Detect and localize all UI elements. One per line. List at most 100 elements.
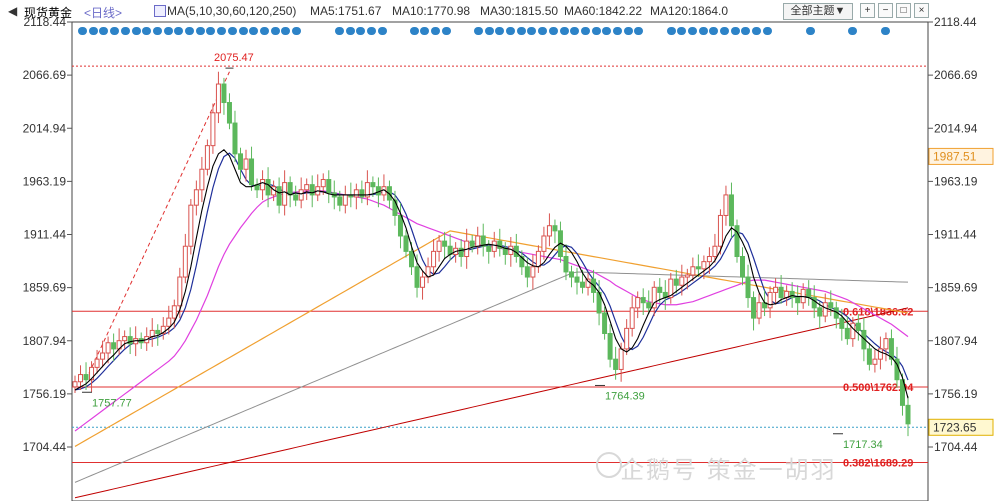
- period-dot[interactable]: [366, 27, 376, 35]
- period-dot[interactable]: [409, 27, 419, 35]
- fib-level-label: 0.618\1836.62: [843, 306, 913, 318]
- period-dot[interactable]: [527, 27, 537, 35]
- period-dot[interactable]: [484, 27, 494, 35]
- candle-body: [607, 333, 613, 360]
- period-dot[interactable]: [580, 27, 590, 35]
- candle-body: [883, 338, 889, 350]
- period-label[interactable]: <日线>: [84, 6, 123, 20]
- minus-icon[interactable]: −: [878, 3, 893, 18]
- candle-body: [574, 276, 580, 283]
- add-icon[interactable]: +: [860, 3, 875, 18]
- candle-body: [403, 235, 409, 252]
- period-dot[interactable]: [538, 27, 548, 35]
- period-dot[interactable]: [99, 27, 109, 35]
- period-dot[interactable]: [441, 27, 451, 35]
- period-dot[interactable]: [805, 27, 815, 35]
- period-dot[interactable]: [709, 27, 719, 35]
- period-dot[interactable]: [570, 27, 580, 35]
- period-dot[interactable]: [741, 27, 751, 35]
- candle-body: [166, 317, 172, 327]
- period-dot[interactable]: [163, 27, 173, 35]
- period-dot[interactable]: [762, 27, 772, 35]
- y-tick-label-right: 1963.19: [934, 174, 978, 188]
- candle-body: [304, 184, 310, 191]
- left-arrow-icon[interactable]: ◀: [8, 4, 18, 18]
- theme-dropdown[interactable]: 全部主题▼: [783, 3, 853, 20]
- period-dot[interactable]: [227, 27, 237, 35]
- period-dot[interactable]: [506, 27, 515, 35]
- period-dot[interactable]: [334, 27, 344, 35]
- period-dot[interactable]: [677, 27, 687, 35]
- period-dot[interactable]: [238, 27, 248, 35]
- y-tick-label-right: 1911.44: [934, 228, 977, 242]
- candle-body: [855, 322, 861, 331]
- period-dot[interactable]: [356, 27, 366, 35]
- ma60-value: MA60:1842.22: [564, 4, 643, 18]
- period-dot[interactable]: [623, 27, 633, 35]
- candle-body: [706, 256, 712, 263]
- period-dot[interactable]: [880, 27, 890, 35]
- candle-body: [712, 245, 718, 258]
- candle-body: [293, 194, 299, 201]
- period-dot[interactable]: [559, 27, 569, 35]
- period-dot[interactable]: [516, 27, 526, 35]
- period-dot[interactable]: [185, 27, 194, 35]
- high-price-label: 2075.47: [214, 52, 254, 64]
- period-dot[interactable]: [591, 27, 601, 35]
- period-dot[interactable]: [131, 27, 141, 35]
- period-dot[interactable]: [174, 27, 184, 35]
- candle-body: [877, 348, 883, 360]
- period-dot[interactable]: [431, 27, 441, 35]
- period-dot[interactable]: [752, 27, 762, 35]
- candle-body: [122, 336, 128, 342]
- period-dot[interactable]: [420, 27, 430, 35]
- period-dot[interactable]: [720, 27, 729, 35]
- period-dot[interactable]: [249, 27, 259, 35]
- period-dot[interactable]: [110, 27, 120, 35]
- y-tick-label-left: 1911.44: [24, 228, 67, 242]
- period-dot[interactable]: [698, 27, 708, 35]
- period-dot[interactable]: [142, 27, 152, 35]
- candle-body: [541, 235, 547, 252]
- period-dot[interactable]: [281, 27, 291, 35]
- period-dot[interactable]: [730, 27, 740, 35]
- candle-body: [100, 352, 106, 360]
- candle-body: [397, 214, 403, 237]
- candle-body: [480, 235, 486, 247]
- period-dot[interactable]: [377, 27, 387, 35]
- maximize-icon[interactable]: □: [896, 3, 911, 18]
- period-dot[interactable]: [613, 27, 622, 35]
- candle-body: [563, 256, 569, 273]
- period-dot[interactable]: [78, 27, 87, 35]
- low-price-label: 1717.34: [843, 439, 883, 451]
- period-dot[interactable]: [120, 27, 130, 35]
- period-dot[interactable]: [687, 27, 697, 35]
- period-dot[interactable]: [602, 27, 612, 35]
- candle-body: [171, 305, 177, 319]
- period-dot[interactable]: [292, 27, 301, 35]
- period-dot[interactable]: [495, 27, 505, 35]
- period-dot[interactable]: [152, 27, 162, 35]
- period-dot[interactable]: [217, 27, 227, 35]
- period-dot[interactable]: [473, 27, 483, 35]
- period-dot[interactable]: [270, 27, 280, 35]
- candle-body: [364, 182, 370, 198]
- period-dot[interactable]: [259, 27, 269, 35]
- period-dot[interactable]: [88, 27, 98, 35]
- period-dot[interactable]: [848, 27, 858, 35]
- candle-body: [226, 102, 232, 124]
- period-dot[interactable]: [634, 27, 644, 35]
- period-dot[interactable]: [195, 27, 205, 35]
- period-dot[interactable]: [666, 27, 676, 35]
- candle-body: [728, 194, 734, 227]
- candle-body: [204, 145, 210, 170]
- candle-body: [795, 297, 801, 304]
- close-icon[interactable]: ×: [914, 3, 929, 18]
- period-dot[interactable]: [345, 27, 355, 35]
- indicator-settings-icon[interactable]: [154, 5, 166, 17]
- candle-body: [155, 329, 161, 335]
- candle-body: [89, 366, 95, 381]
- period-dot[interactable]: [206, 27, 216, 35]
- period-dot[interactable]: [548, 27, 558, 35]
